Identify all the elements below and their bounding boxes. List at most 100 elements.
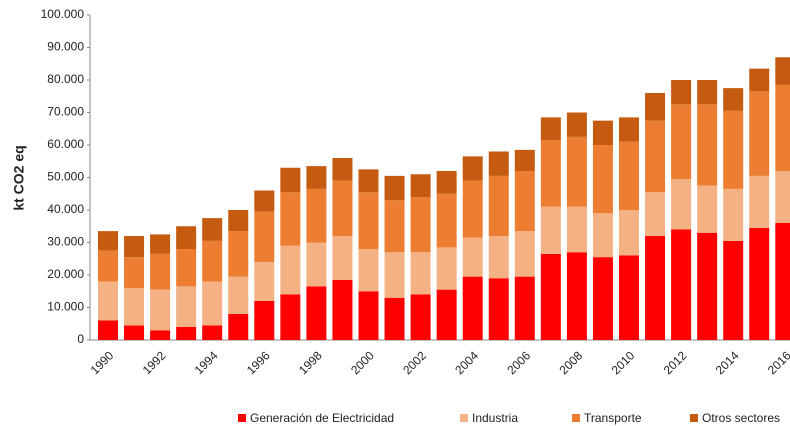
bar-segment (384, 297, 405, 340)
bar-segment (358, 291, 379, 340)
bar-segment (98, 250, 118, 282)
bar-segment (280, 294, 301, 340)
bar-segment (410, 197, 431, 253)
bar-segment (592, 213, 613, 258)
bar-segment (306, 188, 327, 243)
bar-segment (514, 171, 535, 232)
x-tick-label: 2012 (661, 348, 690, 377)
bar-segment (254, 262, 275, 301)
bar-segment (619, 141, 639, 210)
bar-segment (280, 167, 301, 193)
bar-segment (98, 281, 118, 321)
bar-segment (514, 276, 535, 340)
bar-segment (124, 257, 145, 288)
x-tick-label: 2006 (504, 348, 533, 377)
y-tick-label: 30.000 (47, 235, 84, 249)
bar-segment (697, 185, 718, 233)
legend-label: Transporte (584, 411, 642, 425)
legend-label: Otros sectores (702, 411, 780, 425)
bar-segment (228, 231, 249, 277)
bar-segment (723, 240, 744, 340)
y-tick-label: 100.000 (41, 7, 85, 21)
bar-segment (176, 327, 197, 340)
bar-segment (592, 257, 613, 340)
bar-segment (228, 210, 249, 232)
bar-segment (332, 236, 353, 280)
bar-segment (384, 200, 405, 253)
bar-segment (488, 151, 509, 176)
x-tick-label: 1994 (192, 348, 221, 377)
bar-segment (202, 281, 223, 326)
bar-segment (228, 314, 249, 340)
x-tick-label: 2016 (765, 348, 790, 377)
bar-segment (723, 110, 744, 189)
bar-segment (540, 140, 561, 207)
x-tick-label: 1996 (244, 348, 273, 377)
bar-segment (540, 206, 561, 254)
bar-segment (358, 169, 379, 193)
y-tick-label: 50.000 (47, 170, 84, 184)
x-tick-label: 2002 (400, 348, 429, 377)
bar-segment (671, 179, 692, 230)
bar-segment (723, 188, 744, 241)
x-tick-label: 1998 (296, 348, 325, 377)
legend-swatch (572, 414, 580, 422)
bar-segment (150, 289, 171, 331)
bar-segment (410, 252, 431, 295)
bar-segment (228, 276, 249, 314)
x-tick-label: 2008 (556, 348, 585, 377)
y-tick-label: 90.000 (47, 40, 84, 54)
bar-segment (462, 237, 483, 277)
bar-segment (540, 253, 561, 340)
bar-segment (775, 57, 790, 85)
bar-segment (775, 171, 790, 223)
bar-segment (619, 117, 639, 142)
bar-segment (749, 227, 770, 340)
y-tick-label: 20.000 (47, 267, 84, 281)
bar-segment (150, 330, 171, 340)
bar-segment (124, 236, 145, 258)
bar-segment (436, 171, 457, 194)
y-tick-label: 40.000 (47, 202, 84, 216)
bar-segment (671, 80, 692, 105)
bar-segment (697, 232, 718, 340)
bar-segment (176, 249, 197, 287)
bar-segment (124, 325, 145, 340)
bar-segment (749, 68, 770, 92)
y-tick-label: 70.000 (47, 105, 84, 119)
bar-segment (254, 301, 275, 340)
bar-segment (202, 325, 223, 340)
bar-segment (384, 175, 405, 201)
bar-segment (697, 104, 718, 186)
bar-segment (176, 286, 197, 327)
bar-segment (358, 192, 379, 249)
bar-segment (306, 286, 327, 340)
x-tick-label: 2010 (609, 348, 638, 377)
bar-segment (619, 210, 639, 256)
bar-segment (176, 226, 197, 249)
bar-segment (150, 234, 171, 254)
bar-segment (306, 242, 327, 287)
y-tick-label: 60.000 (47, 137, 84, 151)
legend-label: Generación de Electricidad (250, 411, 394, 425)
x-tick-label: 2000 (348, 348, 377, 377)
bar-segment (462, 180, 483, 238)
bar-segment (488, 278, 509, 340)
bar-segment (410, 174, 431, 197)
bar-segment (150, 253, 171, 290)
bar-segment (749, 91, 770, 176)
bar-segment (306, 166, 327, 189)
legend-label: Industria (472, 411, 518, 425)
bar-segment (202, 240, 223, 282)
bar-segment (280, 245, 301, 295)
bar-segment (436, 247, 457, 290)
bar-segment (645, 236, 666, 340)
bar-segment (540, 117, 561, 141)
legend-swatch (460, 414, 468, 422)
bar-segment (566, 252, 587, 340)
bar-segment (436, 193, 457, 248)
bar-segment (566, 206, 587, 253)
bar-segment (358, 249, 379, 292)
bar-segment (332, 158, 353, 181)
bar-segment (592, 120, 613, 145)
